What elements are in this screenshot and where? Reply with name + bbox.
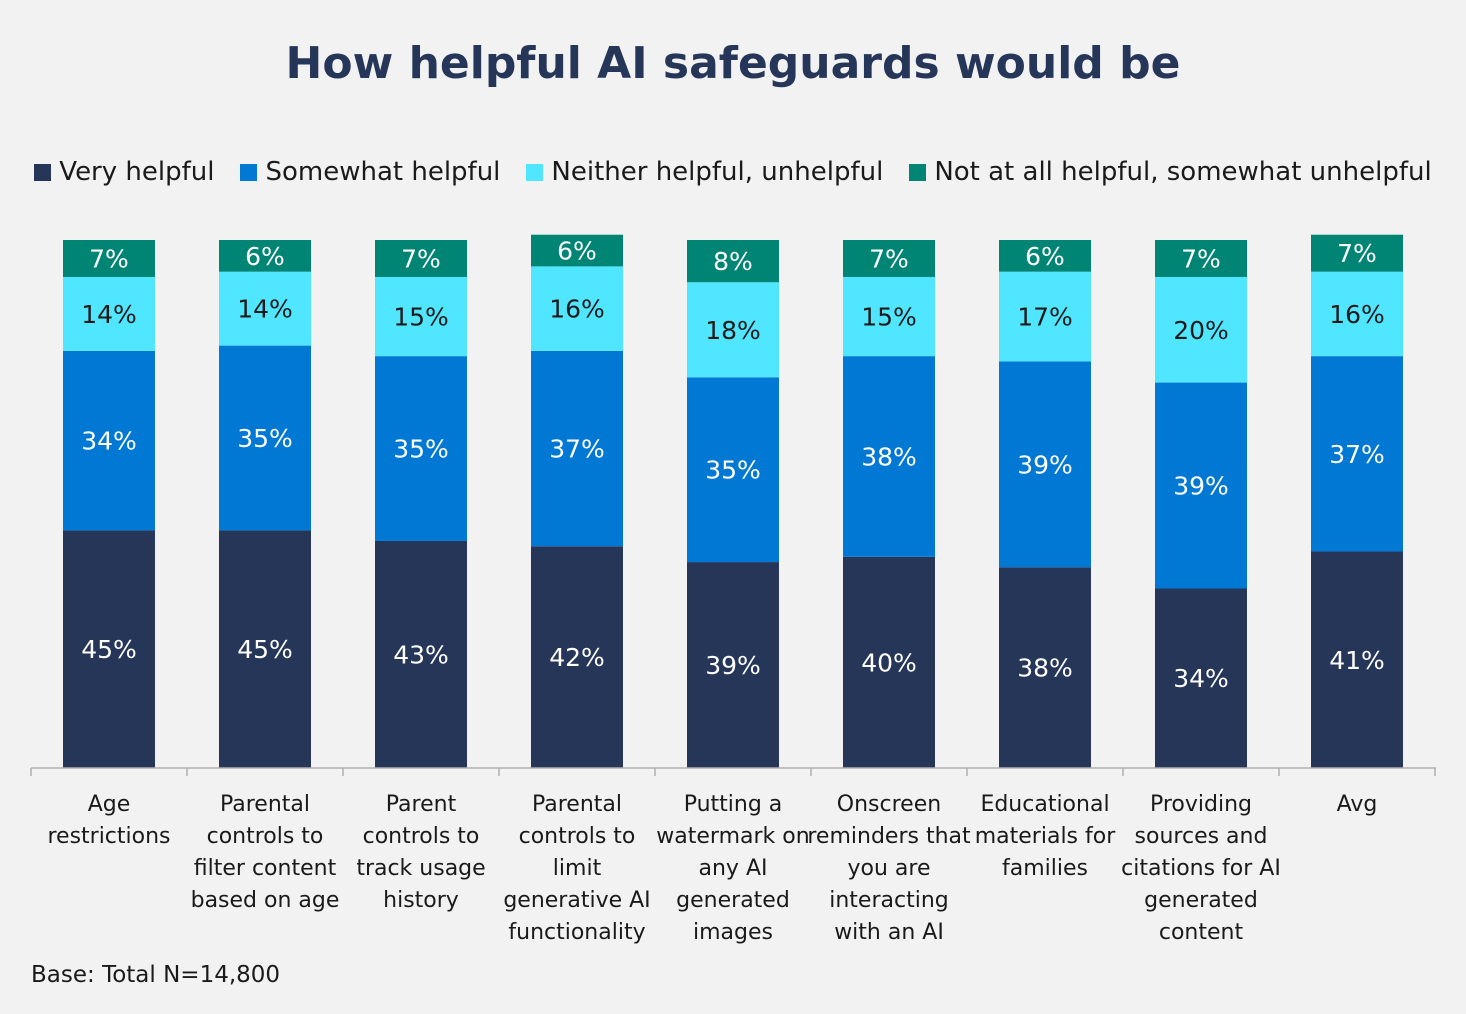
data-label: 35% <box>237 424 293 453</box>
data-label: 17% <box>1017 303 1073 332</box>
data-label: 34% <box>1173 664 1229 693</box>
legend-label: Neither helpful, unhelpful <box>551 157 884 187</box>
data-label: 7% <box>869 244 909 273</box>
chart-title: How helpful AI safeguards would be <box>285 38 1181 89</box>
bar-segment <box>63 240 155 277</box>
legend-label: Somewhat helpful <box>265 157 501 187</box>
legend-swatch <box>240 163 258 181</box>
legend-swatch <box>909 163 927 181</box>
bar-segment <box>687 282 779 378</box>
data-label: 6% <box>245 242 285 271</box>
bar-segment <box>375 276 467 357</box>
data-label: 37% <box>549 435 605 464</box>
legend-item: Neither helpful, unhelpful <box>526 157 883 187</box>
bar-segment <box>531 546 623 768</box>
data-label: 42% <box>549 643 605 672</box>
bar-segment <box>219 530 311 768</box>
bar-segment <box>999 240 1091 272</box>
bar-segment <box>1311 551 1403 768</box>
data-label: 7% <box>1181 244 1221 273</box>
data-label: 7% <box>401 244 441 273</box>
bar-segment <box>843 240 935 277</box>
bar-segment <box>1311 234 1403 272</box>
bar-segment <box>1311 271 1403 357</box>
category-label: Educational materials for families <box>975 792 1116 881</box>
data-label: 37% <box>1329 440 1385 469</box>
data-label: 41% <box>1329 646 1385 675</box>
bar-segment <box>531 350 623 547</box>
category-label: Parental controls to filter content based o… <box>191 792 340 913</box>
data-label: 39% <box>705 651 761 680</box>
bar-segment <box>63 530 155 768</box>
legend-label: Very helpful <box>59 157 215 187</box>
bar-segment <box>1155 276 1247 383</box>
bar-segment <box>1155 382 1247 589</box>
bar-segment <box>375 240 467 277</box>
data-label: 39% <box>1173 472 1229 501</box>
data-label: 38% <box>861 442 917 471</box>
data-label: 43% <box>393 640 449 669</box>
base-note: Base: Total N=14,800 <box>31 962 281 988</box>
data-label: 16% <box>549 295 605 324</box>
data-label: 35% <box>393 435 449 464</box>
data-label: 45% <box>237 635 293 664</box>
data-label: 14% <box>81 300 137 329</box>
bar-segment <box>375 356 467 541</box>
legend-item: Not at all helpful, somewhat unhelpful <box>909 157 1432 187</box>
legend-item: Somewhat helpful <box>240 157 500 187</box>
data-label: 40% <box>861 648 917 677</box>
bar-segment <box>1155 588 1247 768</box>
legend-label: Not at all helpful, somewhat unhelpful <box>934 157 1432 187</box>
bar-segment <box>687 377 779 563</box>
category-label: Putting a watermark on any AI generated imag… <box>656 792 809 945</box>
data-label: 16% <box>1329 300 1385 329</box>
category-label: Age restrictions <box>47 792 170 849</box>
data-label: 20% <box>1173 316 1229 345</box>
legend-swatch <box>526 163 544 181</box>
category-label: Parental controls to limit generative AI fun… <box>503 792 650 945</box>
bar-segment <box>63 350 155 531</box>
data-label: 7% <box>89 244 129 273</box>
bar-segment <box>999 361 1091 568</box>
category-label: Onscreen reminders that you are interacting… <box>807 792 971 945</box>
category-label: Providing sources and citations for AI gene… <box>1121 792 1281 945</box>
bar-segment <box>531 266 623 351</box>
legend-swatch <box>34 163 52 181</box>
data-label: 39% <box>1017 450 1073 479</box>
data-label: 38% <box>1017 654 1073 683</box>
data-label: 45% <box>81 635 137 664</box>
data-label: 14% <box>237 295 293 324</box>
legend: Very helpful Somewhat helpful Neither help… <box>0 157 1466 187</box>
bar-segment <box>843 356 935 557</box>
data-label: 15% <box>861 303 917 332</box>
data-label: 18% <box>705 316 761 345</box>
bar-segment <box>219 345 311 531</box>
data-label: 15% <box>393 303 449 332</box>
bar-segment <box>999 271 1091 362</box>
data-label: 6% <box>1025 242 1065 271</box>
bar-segment <box>1155 240 1247 277</box>
data-label: 34% <box>81 427 137 456</box>
category-label: Parent controls to track usage history <box>356 792 485 913</box>
bar-segment <box>375 540 467 768</box>
bar-segment <box>531 234 623 267</box>
bar-segment <box>1311 356 1403 552</box>
bar-segment <box>219 271 311 346</box>
bar-segment <box>687 562 779 768</box>
data-label: 6% <box>557 237 597 266</box>
legend-item: Very helpful <box>34 157 214 187</box>
category-label: Avg <box>1337 792 1378 817</box>
bar-segment <box>843 276 935 357</box>
data-label: 7% <box>1337 239 1377 268</box>
data-label: 35% <box>705 456 761 485</box>
bar-segment <box>843 556 935 768</box>
data-label: 8% <box>713 247 753 276</box>
bar-segment <box>687 240 779 283</box>
bar-segment <box>63 276 155 351</box>
bar-segment <box>219 240 311 272</box>
bar-segment <box>999 567 1091 768</box>
